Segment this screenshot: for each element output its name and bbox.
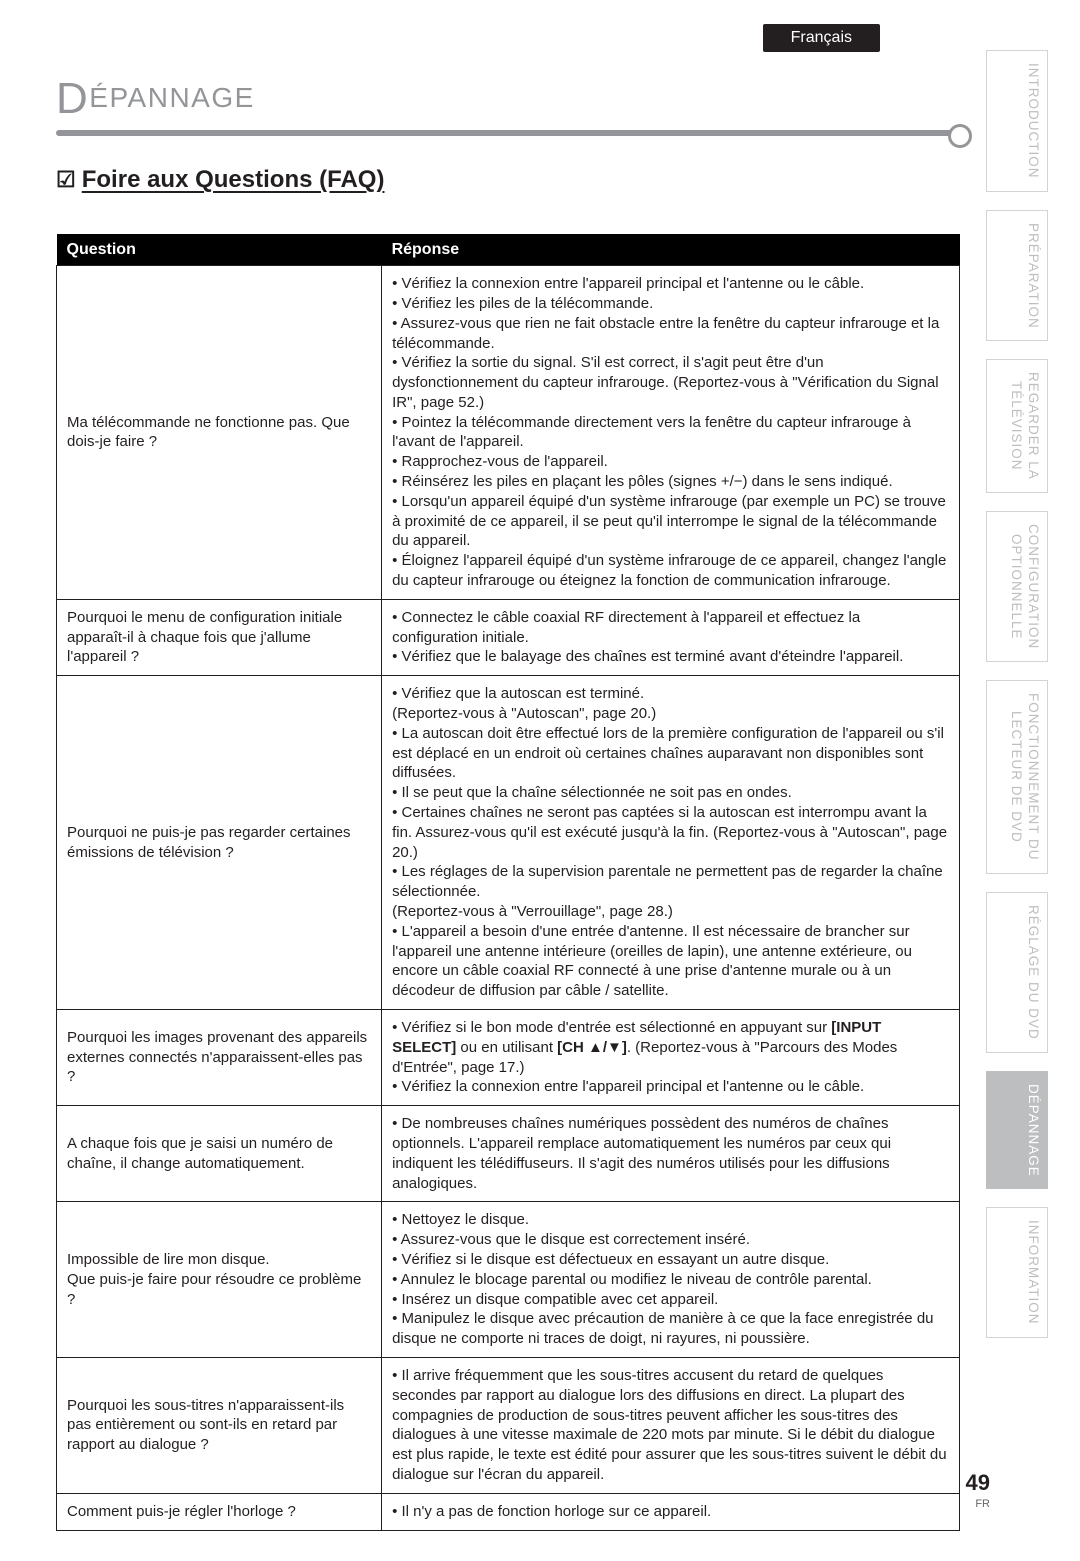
- question-cell: Pourquoi les images provenant des appare…: [57, 1010, 382, 1106]
- sidebar-item[interactable]: INTRODUCTION: [986, 50, 1048, 192]
- faq-heading: ☑ Foire aux Questions (FAQ): [56, 166, 960, 194]
- answer-cell: • Vérifiez la connexion entre l'appareil…: [382, 266, 960, 600]
- section-title: DÉPANNAGE: [56, 74, 960, 124]
- sidebar-nav: INTRODUCTION PRÉPARATION REGARDER LA TÉLÉV…: [986, 50, 1048, 1338]
- col-answer: Réponse: [382, 234, 960, 266]
- page-footer: 49 FR: [966, 1470, 990, 1510]
- sidebar-item[interactable]: CONFIGURATION OPTIONNELLE: [986, 511, 1048, 662]
- faq-heading-text: Foire aux Questions (FAQ): [82, 166, 385, 194]
- question-cell: Pourquoi ne puis-je pas regarder certain…: [57, 676, 382, 1010]
- sidebar-item[interactable]: FONCTIONNEMENT DU LECTEUR DE DVD: [986, 680, 1048, 874]
- faq-table: Question Réponse Ma télécommande ne fonc…: [56, 234, 960, 1531]
- table-row: A chaque fois que je saisi un numéro de …: [57, 1106, 960, 1202]
- answer-cell: • Il n'y a pas de fonction horloge sur c…: [382, 1493, 960, 1530]
- table-row: Impossible de lire mon disque. Que puis-…: [57, 1202, 960, 1358]
- language-tab: Français: [763, 24, 880, 52]
- check-icon: ☑: [56, 167, 76, 193]
- table-row: Pourquoi les sous-titres n'apparaissent-…: [57, 1357, 960, 1493]
- page-container: Français DÉPANNAGE ☑ Foire aux Questions…: [0, 0, 1080, 1561]
- table-row: Ma télécommande ne fonctionne pas. Que d…: [57, 266, 960, 600]
- table-row: Pourquoi ne puis-je pas regarder certain…: [57, 676, 960, 1010]
- table-row: Pourquoi les images provenant des appare…: [57, 1010, 960, 1106]
- question-cell: Pourquoi les sous-titres n'apparaissent-…: [57, 1357, 382, 1493]
- answer-cell: • Connectez le câble coaxial RF directem…: [382, 599, 960, 675]
- title-initial: D: [56, 74, 89, 123]
- answer-cell: • De nombreuses chaînes numériques possè…: [382, 1106, 960, 1202]
- table-row: Pourquoi le menu de configuration initia…: [57, 599, 960, 675]
- answer-cell: • Vérifiez que la autoscan est terminé. …: [382, 676, 960, 1010]
- answer-cell: • Vérifiez si le bon mode d'entrée est s…: [382, 1010, 960, 1106]
- sidebar-item[interactable]: PRÉPARATION: [986, 210, 1048, 342]
- question-cell: Impossible de lire mon disque. Que puis-…: [57, 1202, 382, 1358]
- title-rest: ÉPANNAGE: [89, 82, 255, 113]
- table-row: Comment puis-je régler l'horloge ?• Il n…: [57, 1493, 960, 1530]
- page-lang: FR: [966, 1498, 990, 1510]
- page-number: 49: [966, 1470, 990, 1496]
- answer-cell: • Il arrive fréquemment que les sous-tit…: [382, 1357, 960, 1493]
- sidebar-item[interactable]: INFORMATION: [986, 1207, 1048, 1338]
- page-header: DÉPANNAGE: [56, 74, 960, 136]
- header-rule: [56, 130, 960, 136]
- sidebar-item[interactable]: DÉPANNAGE: [986, 1071, 1048, 1190]
- question-cell: Ma télécommande ne fonctionne pas. Que d…: [57, 266, 382, 600]
- sidebar-item[interactable]: RÉGLAGE DU DVD: [986, 892, 1048, 1053]
- answer-cell: • Nettoyez le disque. • Assurez-vous que…: [382, 1202, 960, 1358]
- question-cell: A chaque fois que je saisi un numéro de …: [57, 1106, 382, 1202]
- col-question: Question: [57, 234, 382, 266]
- sidebar-item[interactable]: REGARDER LA TÉLÉVISION: [986, 359, 1048, 493]
- question-cell: Pourquoi le menu de configuration initia…: [57, 599, 382, 675]
- question-cell: Comment puis-je régler l'horloge ?: [57, 1493, 382, 1530]
